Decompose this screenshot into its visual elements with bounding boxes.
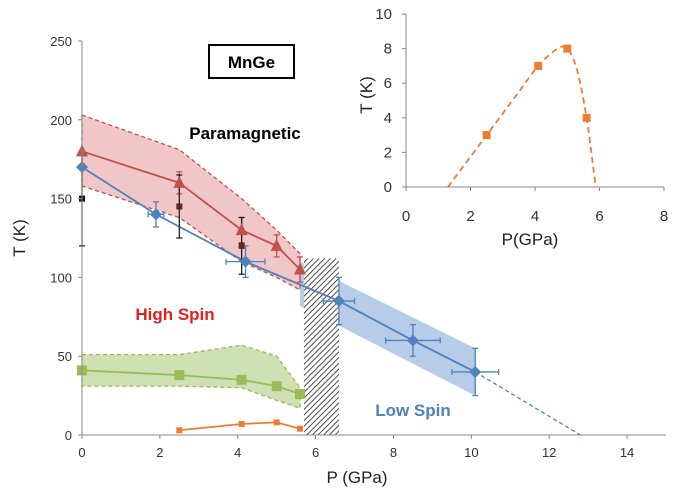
main-x-tick-label-3: 6 <box>312 445 319 460</box>
inset-y-tick-label-2: 4 <box>384 110 392 127</box>
inset-x-tick-label-3: 6 <box>595 208 603 225</box>
series-4-point-2 <box>238 242 245 249</box>
series-4-point-1 <box>176 203 183 210</box>
series-0-point-3 <box>270 238 283 251</box>
main-axes <box>81 41 666 436</box>
series-1-band <box>300 261 476 396</box>
inset-series-0-fit-curve <box>447 45 598 188</box>
series-3-point-0 <box>176 427 183 434</box>
main-x-tick-label-2: 4 <box>234 445 241 460</box>
inset-y-axis-label: T (K) <box>357 76 376 113</box>
main-y-tick-label-4: 200 <box>50 113 72 128</box>
series-1-point-1 <box>149 208 162 221</box>
series-0-point-4 <box>294 262 307 275</box>
inset-background <box>352 3 682 231</box>
main-y-tick-label-2: 100 <box>50 270 72 285</box>
main-x-tick-label-5: 10 <box>464 445 478 460</box>
inset-x-tick-label-0: 0 <box>402 208 410 225</box>
region-label-low-spin: Low Spin <box>375 401 451 420</box>
inset-y-tick-label-3: 6 <box>384 75 392 92</box>
inset-series-0-point-1 <box>534 61 543 70</box>
inset-x-tick-label-1: 2 <box>466 208 474 225</box>
inset-y-tick-label-5: 10 <box>375 6 392 23</box>
series-3-point-2 <box>273 419 280 426</box>
series-2-point-1 <box>174 370 185 381</box>
series-1-point-5 <box>469 365 482 378</box>
inset-x-axis-label: P(GPa) <box>502 230 559 249</box>
inset-x-tick-label-2: 4 <box>531 208 539 225</box>
main-x-tick-label-4: 8 <box>390 445 397 460</box>
region-label-high-spin: High Spin <box>135 305 214 324</box>
inset-y-tick-label-4: 8 <box>384 41 392 58</box>
series-1-line <box>81 166 476 373</box>
main-y-tick-label-0: 0 <box>65 428 72 443</box>
series-2-point-3 <box>271 381 282 392</box>
inset-series-0-point-3 <box>582 113 591 122</box>
inset-series-0-point-0 <box>482 131 491 140</box>
series-2-point-2 <box>236 374 247 385</box>
series-3-point-1 <box>238 420 245 427</box>
main-y-tick-label-5: 250 <box>50 34 72 49</box>
series-3-line <box>179 421 301 432</box>
main-x-tick-label-6: 12 <box>542 445 556 460</box>
series-0-point-1 <box>173 175 186 188</box>
inset-series-0-point-2 <box>563 44 572 53</box>
series-2-point-4 <box>295 389 306 400</box>
inset-y-tick-label-0: 0 <box>384 179 392 196</box>
series-1-extrapolation <box>474 371 581 436</box>
main-x-tick-label-1: 2 <box>156 445 163 460</box>
inset-y-tick-label-1: 2 <box>384 144 392 161</box>
series-1-point-4 <box>406 334 419 347</box>
region-label-paramagnetic: Paramagnetic <box>189 124 301 143</box>
series-1-point-3 <box>332 295 345 308</box>
main-y-axis-label: T (K) <box>10 219 29 256</box>
series-1-point-2 <box>239 255 252 268</box>
inset-chart: 0 2 4 6 8 0 2 4 6 8 10 P(GPa) T (K) <box>352 3 682 249</box>
main-y-tick-label-1: 50 <box>58 349 72 364</box>
sample-label: MnGe <box>228 53 275 72</box>
series-3-point-3 <box>297 425 304 432</box>
main-x-axis-label: P (GPa) <box>326 468 387 487</box>
sample-label-box: MnGe <box>208 44 295 79</box>
main-x-tick-label-7: 14 <box>620 445 634 460</box>
main-x-tick-label-0: 0 <box>78 445 85 460</box>
inset-x-tick-label-4: 8 <box>660 208 668 225</box>
series-0-point-2 <box>235 223 248 236</box>
main-y-tick-label-3: 150 <box>50 192 72 207</box>
spin-crossover-hatched-region <box>303 258 339 435</box>
